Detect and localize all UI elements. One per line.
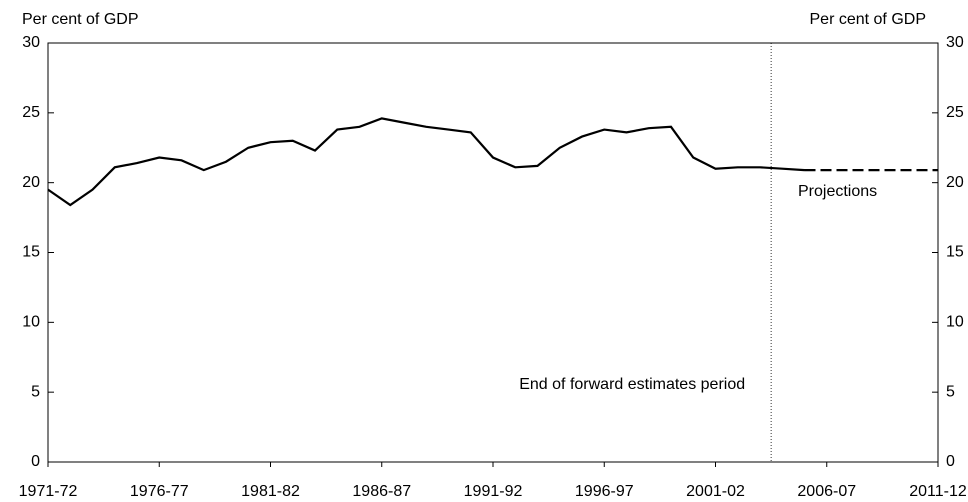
y-tick-label: 15 [22, 244, 40, 261]
x-tick-label: 1971-72 [19, 483, 78, 500]
y-tick-label: 5 [31, 383, 40, 400]
x-tick-label: 1981-82 [241, 483, 300, 500]
y-tick-label: 0 [31, 453, 40, 470]
y2-axis-label: Per cent of GDP [810, 11, 927, 28]
y2-tick-label: 30 [946, 34, 964, 51]
y-tick-label: 20 [22, 174, 40, 191]
y2-tick-label: 0 [946, 453, 955, 470]
y2-tick-label: 10 [946, 314, 964, 331]
plot-frame [47, 42, 939, 463]
y-tick-label: 25 [22, 104, 40, 121]
x-tick-label: 1976-77 [130, 483, 189, 500]
y-axis-label: Per cent of GDP [22, 11, 139, 28]
x-tick-label: 2001-02 [686, 483, 745, 500]
y-tick-label: 10 [22, 314, 40, 331]
y-tick-label: 30 [22, 34, 40, 51]
x-tick-label: 1996-97 [575, 483, 634, 500]
y2-tick-label: 15 [946, 244, 964, 261]
annotation-text: End of forward estimates period [519, 376, 745, 393]
x-tick-label: 1991-92 [464, 483, 523, 500]
x-tick-label: 2006-07 [797, 483, 856, 500]
x-tick-label: 1986-87 [352, 483, 411, 500]
series-label: Projections [798, 183, 877, 200]
data-line [47, 117, 805, 207]
y2-tick-label: 20 [946, 174, 964, 191]
y2-tick-label: 25 [946, 104, 964, 121]
y2-tick-label: 5 [946, 383, 955, 400]
x-tick-label: 2011-12 [909, 483, 967, 500]
